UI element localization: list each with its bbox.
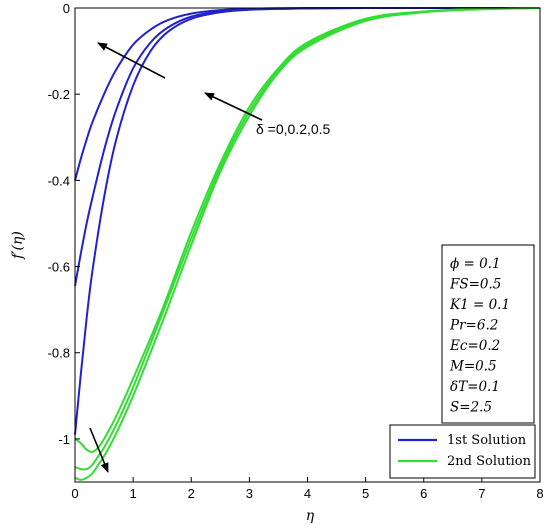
y-axis-label: f′(η) — [10, 231, 26, 260]
delta-arrow-second — [204, 92, 263, 121]
x-tick-label: 6 — [420, 486, 427, 501]
x-tick-label: 8 — [536, 486, 543, 501]
delta-arrow-bottom — [89, 427, 109, 473]
y-tick-label: -0.2 — [48, 87, 70, 102]
parameter-line: ϕ = 0.1 — [450, 256, 501, 272]
y-tick-label: -1 — [58, 432, 70, 447]
parameter-line: δT=0.1 — [450, 379, 500, 395]
series-line-6 — [74, 7, 541, 481]
series-line-3 — [74, 6, 541, 181]
x-tick-label: 1 — [130, 486, 137, 501]
parameter-list: ϕ = 0.1 FS=0.5 K1 = 0.1 Pr=6.2 Ec=0.2 M=0.5 δT… — [449, 256, 510, 416]
y-tick-label: -0.6 — [48, 260, 70, 275]
parameter-line: M=0.5 — [449, 359, 497, 375]
x-tick-label: 0 — [71, 486, 78, 501]
parameter-line: S=2.5 — [450, 400, 492, 416]
y-tick-label: -0.4 — [48, 173, 70, 188]
ticks-layer: 0 1 2 3 4 5 6 7 8 0 -0.2 -0.4 -0.6 -0.8 -1 — [48, 1, 544, 501]
series-line-2 — [74, 6, 541, 287]
series-line-5 — [74, 7, 541, 471]
x-tick-label: 5 — [362, 486, 369, 501]
x-tick-label: 2 — [188, 486, 195, 501]
x-tick-label: 4 — [304, 486, 311, 501]
x-axis-label: η — [306, 508, 315, 524]
legend-label-second: 2nd Solution — [447, 454, 532, 469]
x-tick-label: 7 — [478, 486, 485, 501]
parameter-line: Pr=6.2 — [449, 318, 498, 334]
legend-box — [389, 424, 536, 479]
legend-label-first: 1st Solution — [447, 433, 527, 448]
parameter-line: K1 = 0.1 — [449, 297, 510, 313]
y-tick-label: 0 — [63, 1, 70, 16]
delta-annotation: δ =0,0.2,0.5 — [256, 121, 331, 137]
delta-arrow-first — [97, 42, 166, 79]
parameter-box — [441, 244, 535, 424]
x-tick-label: 3 — [246, 486, 253, 501]
parameter-line: Ec=0.2 — [449, 338, 500, 354]
legend: 1st Solution 2nd Solution — [389, 424, 536, 479]
y-tick-label: -0.8 — [48, 346, 70, 361]
parameter-line: FS=0.5 — [449, 277, 501, 293]
